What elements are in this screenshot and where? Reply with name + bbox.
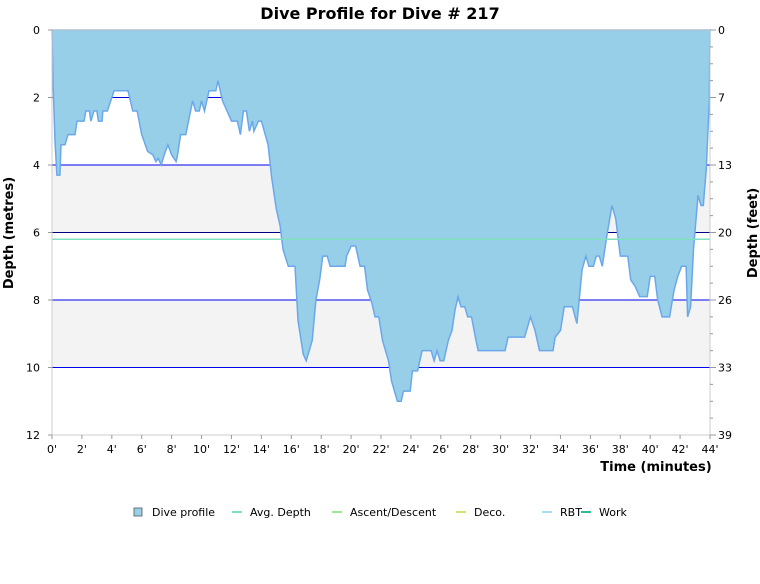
y-right-tick-label: 7: [718, 92, 725, 105]
x-axis-label: Time (minutes): [600, 460, 711, 475]
x-tick-label: 2': [77, 443, 87, 456]
legend-label: Avg. Depth: [250, 506, 311, 519]
legend-label: Ascent/Descent: [350, 506, 437, 519]
x-tick-label: 26': [432, 443, 449, 456]
y-right-tick-label: 33: [718, 362, 732, 375]
y-tick-label: 4: [33, 159, 40, 172]
y-axis-label: Depth (metres): [2, 177, 17, 289]
y-right-tick-label: 26: [718, 294, 732, 307]
x-tick-label: 32': [522, 443, 539, 456]
x-tick-label: 22': [372, 443, 389, 456]
y-tick-label: 12: [26, 429, 40, 442]
y-right-axis-label: Depth (feet): [746, 188, 760, 278]
y-right-tick-label: 39: [718, 429, 732, 442]
x-tick-label: 16': [283, 443, 300, 456]
y-tick-label: 10: [26, 362, 40, 375]
x-tick-label: 12': [223, 443, 240, 456]
x-tick-label: 36': [582, 443, 599, 456]
legend-label: RBT: [560, 506, 582, 519]
y-tick-label: 8: [33, 294, 40, 307]
x-tick-label: 34': [552, 443, 569, 456]
dive-profile-area: [51, 29, 711, 403]
y-tick-label: 2: [33, 92, 40, 105]
x-tick-label: 20': [343, 443, 360, 456]
legend-label: Work: [599, 506, 627, 519]
x-tick-label: 6': [137, 443, 147, 456]
legend-label: Deco.: [474, 506, 505, 519]
y-tick-label: 6: [33, 227, 40, 240]
x-tick-label: 30': [492, 443, 509, 456]
legend-label: Dive profile: [152, 506, 215, 519]
y-right-tick-label: 0: [718, 24, 725, 37]
x-tick-label: 40': [642, 443, 659, 456]
x-tick-label: 0': [47, 443, 57, 456]
chart-title: Dive Profile for Dive # 217: [260, 4, 499, 23]
legend-swatch-dive-profile: [133, 507, 143, 517]
x-tick-label: 38': [612, 443, 629, 456]
x-tick-label: 42': [672, 443, 689, 456]
x-tick-label: 4': [107, 443, 117, 456]
x-tick-label: 24': [402, 443, 419, 456]
x-tick-label: 44': [701, 443, 718, 456]
x-tick-label: 14': [253, 443, 270, 456]
x-tick-label: 8': [167, 443, 177, 456]
y-right-tick-label: 20: [718, 227, 732, 240]
x-tick-label: 10': [193, 443, 210, 456]
y-tick-label: 0: [33, 24, 40, 37]
x-tick-label: 28': [462, 443, 479, 456]
x-tick-label: 18': [313, 443, 330, 456]
y-right-tick-label: 13: [718, 159, 732, 172]
